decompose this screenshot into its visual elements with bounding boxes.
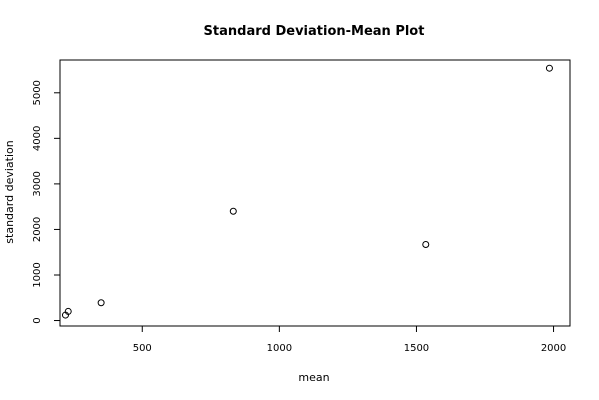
y-tick-label: 3000 xyxy=(32,171,43,196)
data-point xyxy=(97,299,105,307)
y-axis: 0 1000 2000 3000 4000 5000 xyxy=(32,80,60,324)
x-tick-label: 1000 xyxy=(267,343,292,354)
x-tick-label: 2000 xyxy=(541,343,566,354)
chart-title: Standard Deviation-Mean Plot xyxy=(204,24,425,39)
y-tick-label: 0 xyxy=(32,317,43,323)
y-axis-label: standard deviation xyxy=(3,140,16,243)
plot-frame xyxy=(59,59,571,327)
x-tick-label: 1500 xyxy=(404,343,429,354)
y-tick-label: 1000 xyxy=(32,262,43,287)
y-tick-label: 5000 xyxy=(32,80,43,105)
data-point xyxy=(545,64,553,72)
data-points xyxy=(61,64,553,319)
data-point xyxy=(422,240,430,248)
x-axis-label: mean xyxy=(298,371,329,384)
x-tick-label: 500 xyxy=(133,343,152,354)
y-tick-label: 4000 xyxy=(32,126,43,151)
x-axis: 500 1000 1500 2000 xyxy=(133,326,566,354)
y-tick-label: 2000 xyxy=(32,217,43,242)
data-point xyxy=(64,307,72,315)
data-point xyxy=(229,207,237,215)
